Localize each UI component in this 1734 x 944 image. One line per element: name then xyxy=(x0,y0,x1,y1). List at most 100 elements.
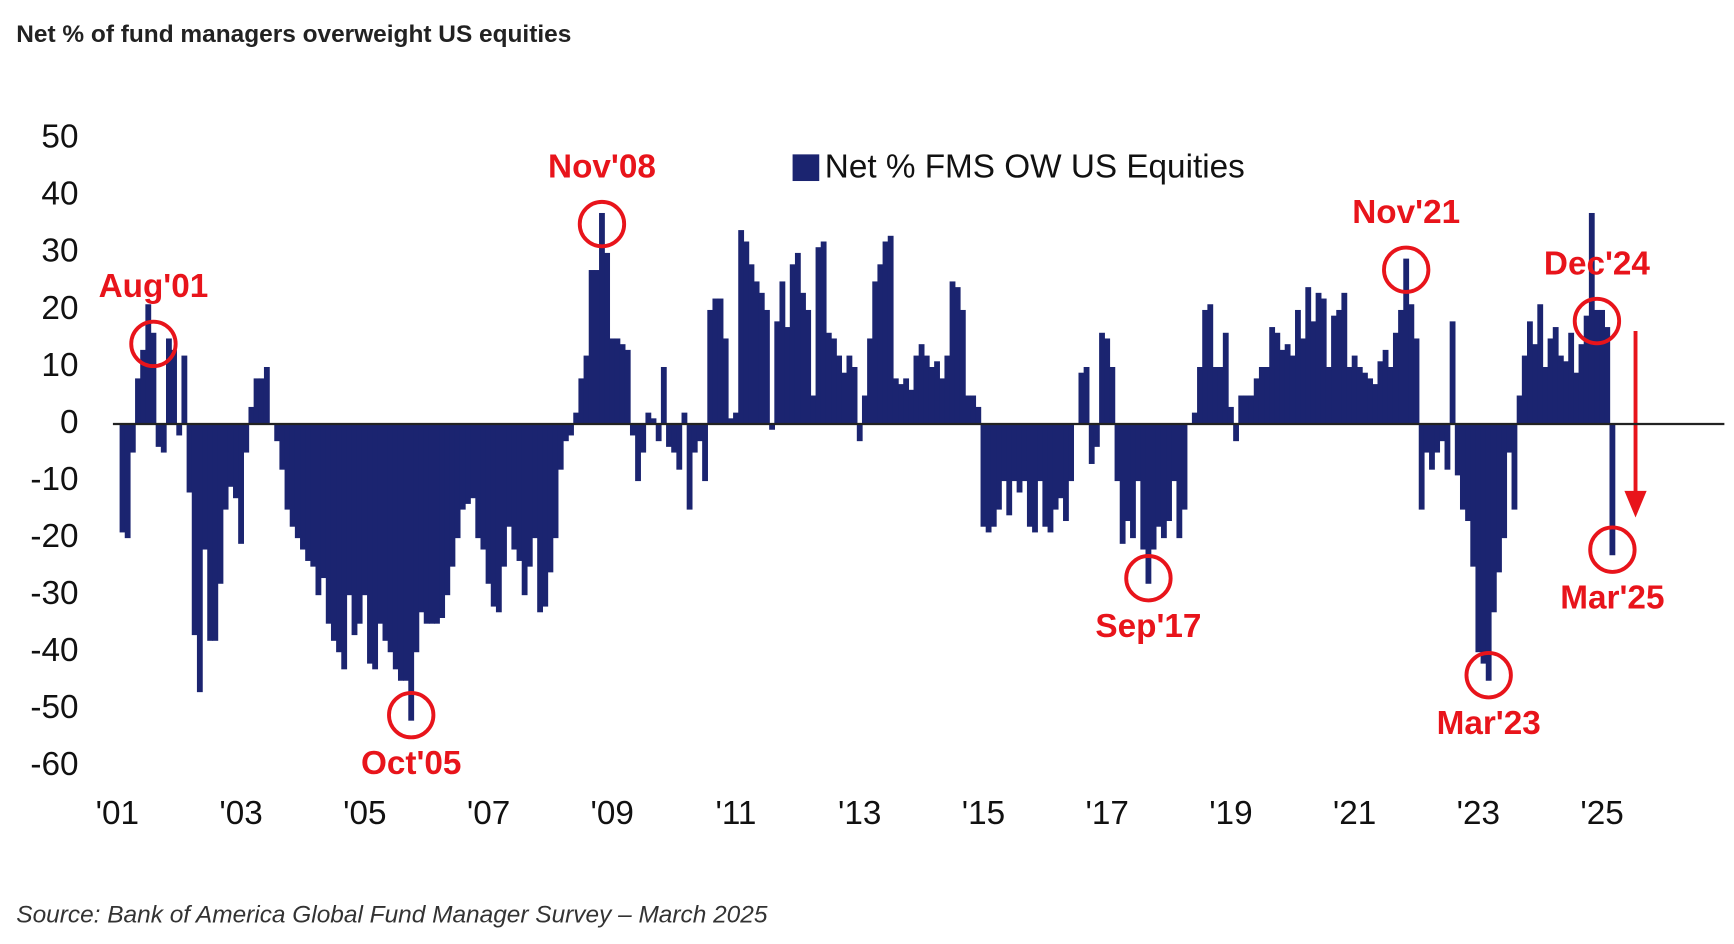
bar xyxy=(1088,424,1095,464)
bar xyxy=(1207,304,1214,425)
bar xyxy=(1037,424,1044,482)
legend-swatch xyxy=(792,154,820,182)
bar xyxy=(671,424,678,453)
bar xyxy=(918,344,925,425)
bar xyxy=(434,424,440,624)
bar xyxy=(1511,424,1518,510)
bar xyxy=(1274,332,1281,425)
bar xyxy=(119,424,126,533)
bar xyxy=(1418,424,1425,510)
bar xyxy=(1093,424,1100,447)
x-tick-label: '11 xyxy=(716,795,757,832)
bar xyxy=(1032,424,1038,533)
bar xyxy=(1057,424,1064,499)
bar xyxy=(1449,321,1456,425)
bar xyxy=(516,424,523,561)
bar xyxy=(882,241,889,425)
bar xyxy=(155,424,162,447)
bar xyxy=(722,338,729,425)
bar xyxy=(1516,395,1523,425)
bar xyxy=(877,264,884,425)
bar xyxy=(831,338,837,425)
annotation-label: Sep'17 xyxy=(1095,608,1201,645)
bar xyxy=(949,281,956,425)
bar xyxy=(1588,212,1595,425)
bar xyxy=(1083,366,1090,425)
y-tick-label: -30 xyxy=(30,575,78,612)
bar xyxy=(1485,424,1492,681)
bar xyxy=(227,424,234,487)
bar xyxy=(1212,366,1219,425)
bar xyxy=(552,424,559,539)
bar xyxy=(176,424,183,436)
bar xyxy=(836,355,843,425)
annotation-circle xyxy=(129,319,178,369)
bar xyxy=(511,424,518,550)
bar xyxy=(1295,309,1301,425)
bar xyxy=(1258,366,1265,425)
bar xyxy=(289,424,296,527)
bar xyxy=(959,309,966,425)
bar xyxy=(1114,424,1121,482)
annotation-label: Dec'24 xyxy=(1544,245,1651,282)
bar xyxy=(1042,424,1049,527)
bar xyxy=(1016,424,1023,493)
bar xyxy=(1264,366,1270,425)
bar xyxy=(449,424,456,567)
chart-title: Net % of fund managers overweight US equ… xyxy=(16,21,571,48)
bar xyxy=(676,424,683,470)
source: Source: Bank of America Global Fund Mana… xyxy=(16,902,768,929)
bar xyxy=(1583,315,1590,425)
bar xyxy=(1408,304,1415,425)
x-tick-label: '01 xyxy=(96,795,139,832)
bar xyxy=(965,395,971,425)
bar xyxy=(325,424,332,624)
bar xyxy=(1320,298,1327,425)
bar xyxy=(444,424,451,596)
bar xyxy=(588,270,595,425)
y-tick-label: -60 xyxy=(30,746,78,783)
bar xyxy=(738,230,745,425)
bar xyxy=(1496,424,1502,573)
bar xyxy=(758,292,765,425)
bar xyxy=(124,424,131,539)
bar xyxy=(934,361,940,425)
bar xyxy=(1563,361,1569,425)
bar xyxy=(330,424,337,641)
bar xyxy=(846,355,853,425)
y-tick-label: 20 xyxy=(41,290,78,327)
bar xyxy=(140,349,147,425)
bar xyxy=(160,424,167,453)
bar xyxy=(1341,292,1348,425)
bar xyxy=(645,412,652,425)
x-tick-label: '03 xyxy=(219,795,262,832)
x-tick-label: '17 xyxy=(1085,795,1128,832)
bar xyxy=(191,424,198,636)
legend-label: Net % FMS OW US Equities xyxy=(825,149,1245,186)
bar xyxy=(1387,366,1394,425)
bar xyxy=(418,424,425,613)
bar xyxy=(217,424,224,584)
bar xyxy=(480,424,487,550)
bar xyxy=(1568,332,1575,425)
bar xyxy=(1166,424,1172,522)
bar xyxy=(454,424,461,539)
bar xyxy=(1222,332,1229,425)
bar xyxy=(825,332,832,425)
bar xyxy=(212,424,219,641)
bar xyxy=(336,424,342,653)
bar xyxy=(1248,395,1255,425)
bar xyxy=(913,355,920,425)
bar xyxy=(150,332,157,425)
y-tick-label: 40 xyxy=(41,176,78,213)
bar xyxy=(305,424,312,561)
bar xyxy=(583,355,590,425)
bar xyxy=(1459,424,1466,510)
bar xyxy=(903,378,910,425)
annotation-label: Mar'23 xyxy=(1437,705,1541,742)
bar xyxy=(207,424,214,641)
bar xyxy=(872,281,879,425)
bar xyxy=(774,321,781,425)
bar xyxy=(1465,424,1471,522)
bar xyxy=(1063,424,1069,522)
